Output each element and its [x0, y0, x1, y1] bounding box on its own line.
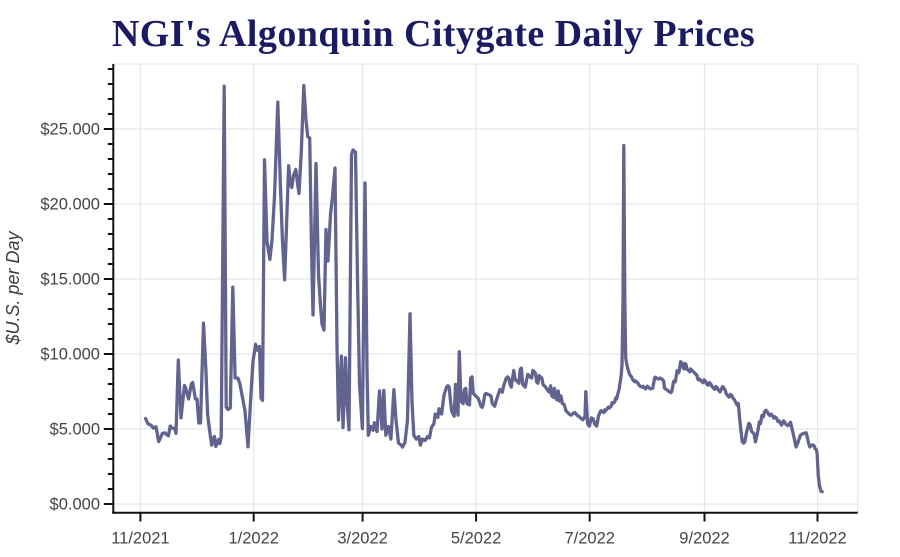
svg-text:7/2022: 7/2022	[564, 530, 614, 548]
svg-text:$25.000: $25.000	[40, 121, 100, 139]
svg-text:$15.000: $15.000	[40, 271, 100, 289]
svg-text:$U.S. per Day: $U.S. per Day	[3, 230, 23, 345]
svg-text:$10.000: $10.000	[40, 346, 100, 364]
svg-text:$5.000: $5.000	[50, 421, 100, 439]
svg-text:$20.000: $20.000	[40, 196, 100, 214]
svg-text:$0.000: $0.000	[50, 496, 100, 514]
svg-text:9/2022: 9/2022	[679, 530, 729, 548]
svg-text:NGI's Algonquin Citygate Daily: NGI's Algonquin Citygate Daily Prices	[112, 13, 755, 55]
svg-text:5/2022: 5/2022	[451, 530, 501, 548]
svg-text:11/2021: 11/2021	[111, 530, 169, 548]
svg-text:1/2022: 1/2022	[228, 530, 278, 548]
svg-text:11/2022: 11/2022	[788, 530, 846, 548]
svg-text:3/2022: 3/2022	[337, 530, 387, 548]
